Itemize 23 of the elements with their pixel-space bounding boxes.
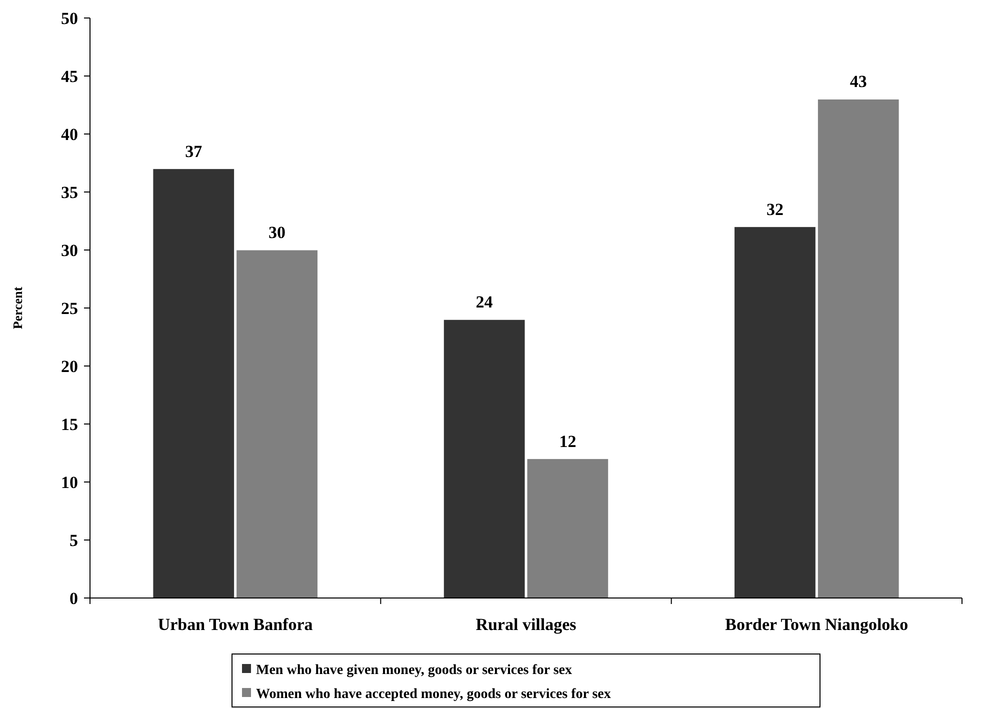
x-tick-label: Urban Town Banfora [158,615,314,634]
y-tick-label: 30 [61,240,78,260]
x-tick-label: Border Town Niangoloko [725,615,908,634]
data-label: 43 [850,72,867,92]
legend-label: Men who have given money, goods or services for sex [256,662,572,678]
x-tick-label: Rural villages [476,615,577,634]
y-tick-label: 15 [61,414,78,434]
y-axis-title: Percent [10,286,25,330]
data-label: 37 [185,142,203,161]
y-tick-label: 10 [61,472,78,492]
y-tick-label: 0 [70,588,78,608]
y-tick-label: 40 [61,124,78,144]
y-tick-label: 25 [61,298,78,318]
y-tick-label: 50 [61,8,78,28]
data-label: 30 [268,223,286,242]
y-tick-label: 5 [70,530,78,550]
y-tick-label: 35 [61,182,78,202]
y-tick-label: 45 [61,66,78,86]
data-label: 12 [559,432,576,451]
data-label: 32 [766,200,784,219]
y-tick-label: 20 [61,356,78,376]
data-label: 24 [476,292,494,312]
legend-label: Women who have accepted money, goods or services for sex [256,686,611,702]
